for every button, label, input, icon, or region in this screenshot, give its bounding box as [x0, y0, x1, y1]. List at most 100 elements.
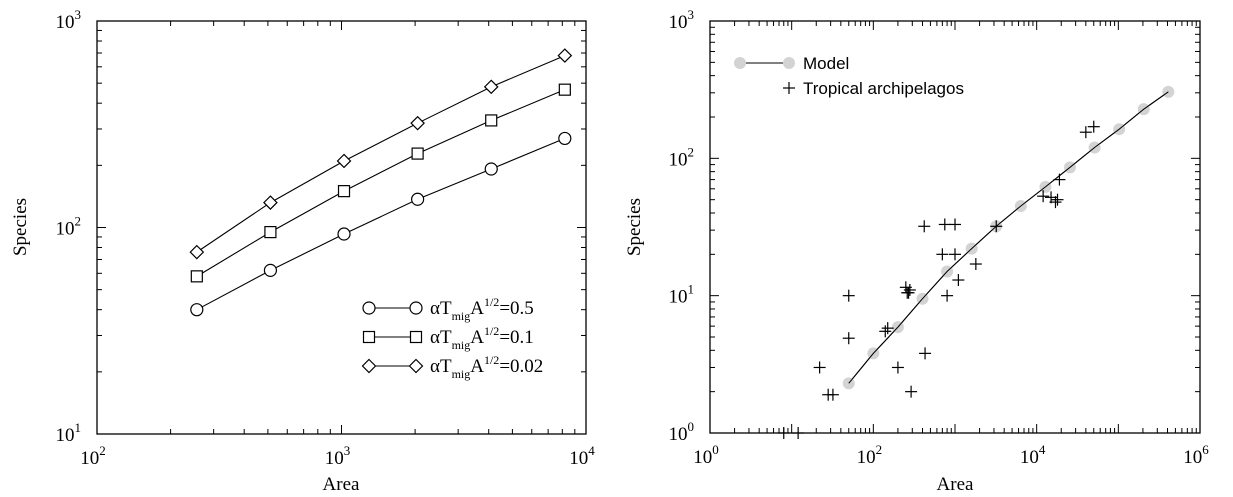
tick-label: 103	[669, 7, 695, 33]
tick-base: 10	[669, 424, 688, 445]
y-axis-label: Species	[10, 198, 31, 256]
tick-exponent: 1	[688, 282, 695, 297]
data-point-square	[362, 330, 376, 344]
data-point-plus	[903, 283, 916, 296]
tick-exponent: 6	[1202, 442, 1209, 457]
data-point-plus	[1053, 173, 1066, 186]
data-point-square	[411, 147, 424, 160]
tick-label: 103	[325, 443, 351, 469]
data-point-plus	[949, 218, 961, 231]
data-point-plus	[919, 347, 932, 360]
tick-label: 102	[56, 214, 82, 240]
data-point-circle	[362, 301, 376, 315]
tick-base: 10	[56, 12, 75, 33]
tick-base: 10	[1183, 447, 1202, 468]
data-point-plus	[949, 248, 961, 261]
legend-label-part: A	[470, 356, 484, 377]
data-point-plus	[813, 361, 826, 374]
data-point-square	[337, 185, 351, 198]
data-point-diamond	[189, 244, 205, 260]
data-point-plus	[842, 289, 855, 302]
tick-base: 10	[669, 12, 688, 33]
series-line	[196, 55, 566, 253]
data-point-plus	[881, 322, 894, 335]
tick-label: 102	[669, 144, 695, 170]
tick-exponent: 3	[688, 7, 695, 22]
legend-entry-model: Model	[734, 54, 849, 73]
tick-exponent: 3	[75, 7, 82, 22]
data-point-circle	[484, 162, 498, 176]
legend-label-part: 1/2	[484, 295, 499, 309]
legend-label-part: A	[470, 327, 484, 348]
data-point-circle	[263, 263, 278, 277]
data-point-plus	[1051, 193, 1064, 206]
legend: Model Tropical archipelagos	[734, 54, 964, 98]
data-point-circle	[411, 192, 425, 206]
tick-label: 101	[56, 420, 82, 446]
data-point-plus	[936, 248, 949, 261]
data-point-square	[558, 83, 571, 96]
tick-base: 10	[669, 287, 688, 308]
data-point-plus	[783, 82, 795, 94]
data-point-circle	[190, 303, 204, 317]
data-point-plus	[826, 388, 839, 401]
data-point-plus	[891, 361, 904, 374]
legend-label-part: αT	[430, 327, 452, 348]
data-point-diamond	[408, 358, 424, 374]
data-point-model	[783, 57, 795, 69]
data-point-plus	[918, 220, 931, 233]
tick-exponent: 1	[75, 420, 82, 435]
legend-label-part: mig	[452, 367, 471, 381]
legend-label-part: 1/2	[484, 324, 499, 338]
tick-label: 104	[569, 443, 595, 469]
legend-entry: αTmigA1/2=0.02	[361, 353, 543, 381]
tick-label: 100	[669, 419, 695, 445]
data-point-model	[734, 57, 746, 69]
data-point-plus	[1037, 190, 1050, 203]
legend-label-part: mig	[452, 309, 471, 323]
data-point-plus	[1049, 196, 1062, 209]
tick-base: 10	[669, 149, 688, 170]
series-line-overlay	[848, 91, 1169, 384]
tick-exponent: 2	[99, 443, 106, 458]
tick-exponent: 2	[75, 214, 82, 229]
series-model	[842, 85, 1175, 390]
data-point-diamond	[483, 79, 499, 95]
data-point-plus	[938, 218, 951, 231]
legend-label-part: αT	[430, 356, 452, 377]
data-point-plus	[905, 385, 918, 398]
data-point-plus	[792, 427, 805, 439]
series-square	[190, 83, 571, 283]
legend-label-part: mig	[452, 338, 471, 352]
data-point-circle	[409, 301, 423, 315]
tick-label: 104	[1020, 442, 1046, 468]
tick-label: 101	[669, 282, 695, 308]
tick-base: 10	[569, 448, 588, 469]
tick-exponent: 4	[1039, 442, 1046, 457]
series-line	[848, 91, 1169, 384]
data-point-plus	[777, 427, 790, 439]
legend-label-part: =0.02	[499, 356, 543, 377]
x-axis-label: Area	[323, 474, 360, 495]
data-point-square	[190, 270, 203, 283]
series-line	[196, 137, 566, 311]
legend-label: Model	[803, 54, 849, 73]
tick-exponent: 3	[344, 443, 351, 458]
data-point-plus	[990, 220, 1003, 233]
data-point-plus	[1087, 120, 1100, 133]
data-point-circle	[558, 131, 572, 146]
legend-label-part: A	[470, 298, 484, 319]
tick-exponent: 0	[712, 442, 719, 457]
data-point-plus	[1079, 126, 1092, 139]
tick-label: 106	[1183, 442, 1209, 468]
data-point-plus	[969, 258, 982, 271]
tick-exponent: 2	[688, 144, 695, 159]
legend-label-part: =0.1	[499, 327, 533, 348]
series-diamond	[189, 48, 573, 260]
tick-base: 10	[857, 447, 876, 468]
data-point-diamond	[336, 153, 352, 169]
tick-label: 100	[693, 442, 719, 468]
